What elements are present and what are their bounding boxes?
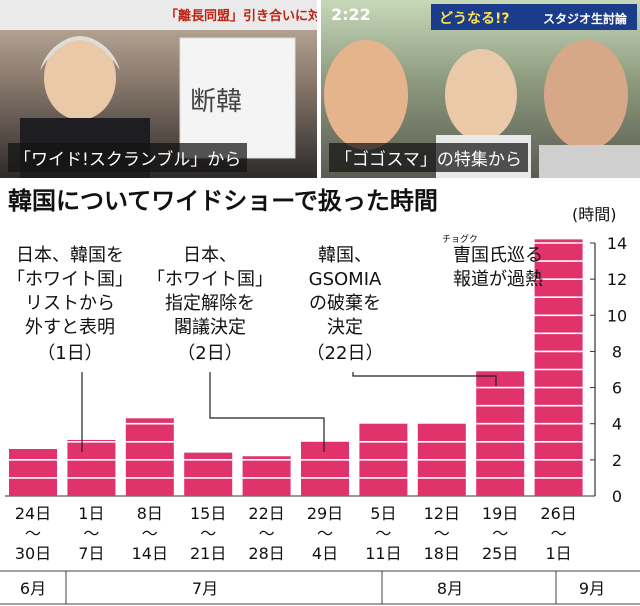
person-right-shirt (539, 145, 640, 178)
x-tick-range-sep: 〜 (259, 524, 275, 543)
x-tick-label-end: 25日 (482, 544, 518, 563)
annotation-line: 報道が過熱 (453, 269, 543, 290)
annotation-line: リストから (25, 293, 115, 314)
chart-title: 韓国についてワイドショーで扱った時間 (8, 187, 438, 215)
y-tick-label: 0 (612, 487, 622, 506)
annotation-line: 指定解除を (165, 293, 255, 314)
y-tick-label: 14 (607, 234, 627, 253)
x-tick-label-start: 29日 (307, 504, 343, 523)
tv-tag-right: スタジオ生討論 (543, 11, 628, 26)
annotation-ruby: チョグク (442, 233, 478, 245)
x-tick-range-sep: 〜 (375, 524, 391, 543)
tv-banner-right (431, 4, 637, 30)
x-tick-range-sep: 〜 (551, 524, 567, 543)
x-tick-label-end: 1日 (546, 544, 572, 563)
x-tick-label-end: 28日 (248, 544, 284, 563)
person-left-face (324, 40, 408, 150)
annotation-line: 曺国氏巡る (453, 245, 543, 266)
x-tick-label-start: 8日 (137, 504, 163, 523)
x-tick-label-end: 30日 (15, 544, 51, 563)
x-tick-label-start: 24日 (15, 504, 51, 523)
tv-photo-wide-scramble: 「離長同盟」引き合いに対話を 断韓 「ワイド!スクランブル」から (0, 0, 317, 178)
x-tick-range-sep: 〜 (83, 524, 99, 543)
y-axis-unit-label: (時間) (572, 205, 617, 224)
x-tick-label-end: 21日 (190, 544, 226, 563)
annotation-line: 日本、韓国を (16, 245, 124, 266)
x-tick-label-end: 7日 (78, 544, 104, 563)
month-label: 9月 (579, 579, 605, 598)
leader-line (209, 372, 325, 452)
y-tick-label: 8 (612, 342, 622, 361)
tv-scene-left: 「離長同盟」引き合いに対話を 断韓 (0, 0, 317, 178)
x-tick-label-start: 15日 (190, 504, 226, 523)
x-tick-range-sep: 〜 (317, 524, 333, 543)
photo-strip: 「離長同盟」引き合いに対話を 断韓 「ワイド!スクランブル」から 2:22 どう… (0, 0, 640, 178)
annotation-line: GSOMIA (309, 269, 382, 290)
bar (67, 439, 116, 496)
annotation-line: 日本、 (183, 245, 237, 266)
y-tick-label: 2 (612, 451, 622, 470)
annotation-line: （22日） (307, 343, 384, 364)
y-tick-label: 12 (607, 270, 627, 289)
person-right-face (544, 40, 628, 150)
photo-caption-left: 「ワイド!スクランブル」から (8, 143, 248, 172)
bar (125, 418, 174, 496)
bar (301, 441, 349, 496)
tv-photo-gogosma: 2:22 どうなる!? スタジオ生討論 「ゴゴスマ」の特集から (321, 0, 640, 178)
tv-banner-text-left: 「離長同盟」引き合いに対話を (165, 8, 317, 24)
month-label: 6月 (20, 579, 46, 598)
x-tick-range-sep: 〜 (142, 524, 158, 543)
annotation-line: （1日） (37, 343, 102, 364)
commentator-hair (40, 36, 120, 70)
x-tick-label-end: 18日 (424, 544, 460, 563)
annotations-group: 日本、韓国を「ホワイト国」リストから外すと表明（1日）日本、「ホワイト国」指定解… (7, 233, 543, 364)
month-label: 7月 (192, 579, 218, 598)
annotation-line: 「ホワイト国」 (147, 269, 273, 290)
x-tick-range-sep: 〜 (492, 524, 508, 543)
bars-group (9, 239, 583, 496)
x-tick-label-start: 19日 (482, 504, 518, 523)
whiteboard-text: 断韓 (190, 87, 242, 117)
person-center-face (445, 49, 517, 141)
annotation-leader-lines (81, 372, 497, 452)
leader-line (352, 372, 497, 386)
annotation-line: の破棄を (309, 293, 381, 314)
y-tick-label: 6 (612, 379, 622, 398)
bar (534, 239, 583, 496)
annotation-line: 外すと表明 (25, 317, 115, 338)
x-tick-range-sep: 〜 (25, 524, 41, 543)
tv-time: 2:22 (331, 5, 371, 24)
x-tick-label-start: 12日 (424, 504, 460, 523)
annotation-line: 決定 (327, 317, 363, 338)
x-tick-label-end: 4日 (312, 544, 338, 563)
x-tick-labels: 24日〜30日1日〜7日8日〜14日15日〜21日22日〜28日29日〜4日5日… (15, 504, 577, 563)
month-row: 6月 7月 8月 9月 (0, 570, 640, 605)
annotation-line: 閣議決定 (174, 317, 246, 338)
whiteboard (179, 37, 296, 159)
annotation-line: （2日） (177, 343, 242, 364)
commentator-face (44, 36, 116, 120)
x-tick-label-start: 26日 (540, 504, 576, 523)
x-tick-label-start: 5日 (370, 504, 396, 523)
month-label: 8月 (437, 579, 463, 598)
annotation-line: 韓国、 (318, 245, 372, 266)
y-tick-label: 10 (607, 306, 627, 325)
x-tick-label-start: 22日 (248, 504, 284, 523)
bar (9, 449, 57, 496)
tv-banner-strip (0, 0, 317, 30)
y-axis-tick-marks (590, 242, 595, 497)
x-tick-range-sep: 〜 (200, 524, 216, 543)
y-tick-label: 4 (612, 415, 622, 434)
x-tick-label-end: 11日 (365, 544, 401, 563)
bar (476, 371, 525, 496)
annotation-line: 「ホワイト国」 (7, 269, 133, 290)
y-tick-labels: 0 2 4 6 8 10 12 14 (607, 234, 627, 506)
photo-caption-right: 「ゴゴスマ」の特集から (329, 143, 528, 172)
x-tick-label-start: 1日 (78, 504, 104, 523)
tv-banner-text-right: どうなる!? (439, 11, 510, 27)
bar (242, 456, 291, 496)
x-tick-label-end: 14日 (132, 544, 168, 563)
x-tick-range-sep: 〜 (434, 524, 450, 543)
